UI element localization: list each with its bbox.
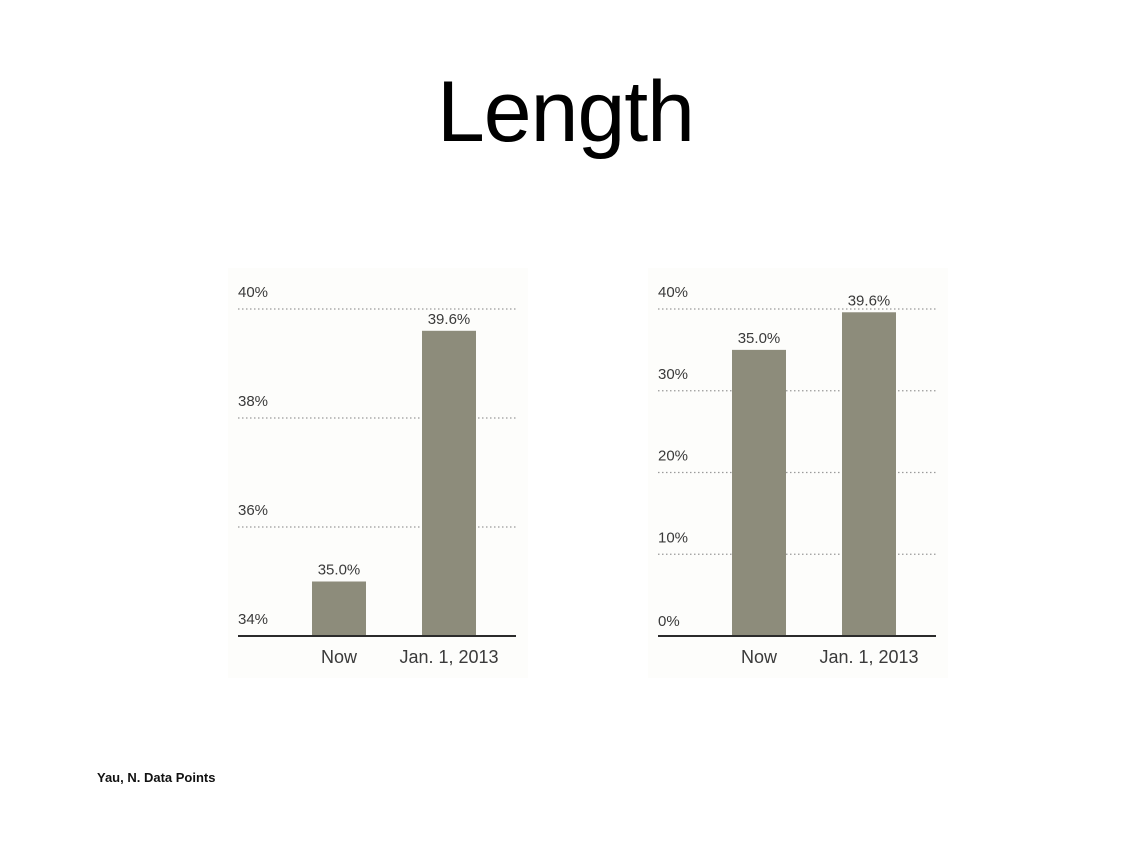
y-tick-label: 0% [658,613,680,630]
y-tick-label: 20% [658,448,688,465]
chart-truncated-axis: 34% 36% 38% 40% 35.0% Now 39.6% Jan. 1, 2013 [228,268,528,678]
data-label: 39.6% [428,311,471,328]
x-category-label: Jan. 1, 2013 [819,647,918,667]
bar-now [732,349,786,636]
chart-left-svg: 34% 36% 38% 40% 35.0% Now 39.6% Jan. 1, 2013 [238,284,516,667]
data-label: 35.0% [318,562,361,579]
slide-title: Length [436,64,695,160]
data-label: 39.6% [848,292,891,309]
x-category-label: Now [741,647,778,667]
y-tick-label: 10% [658,529,688,546]
x-category-label: Jan. 1, 2013 [399,647,498,667]
chart-right-svg: 0% 10% 20% 30% 40% 35.0% Now 39.6% Jan. 1, 2013 [658,284,936,667]
bar-jan-2013 [842,312,896,636]
y-tick-label: 40% [658,284,688,301]
y-tick-label: 38% [238,393,268,410]
y-tick-label: 34% [238,611,268,628]
data-label: 35.0% [738,330,781,347]
y-tick-label: 40% [238,284,268,301]
bar-now [312,581,366,636]
x-category-label: Now [321,647,358,667]
y-tick-label: 30% [658,366,688,383]
citation: Yau, N. Data Points [97,770,216,785]
y-tick-label: 36% [238,502,268,519]
chart-zero-baseline: 0% 10% 20% 30% 40% 35.0% Now 39.6% Jan. 1, 2013 [648,268,948,678]
bar-jan-2013 [422,330,476,636]
